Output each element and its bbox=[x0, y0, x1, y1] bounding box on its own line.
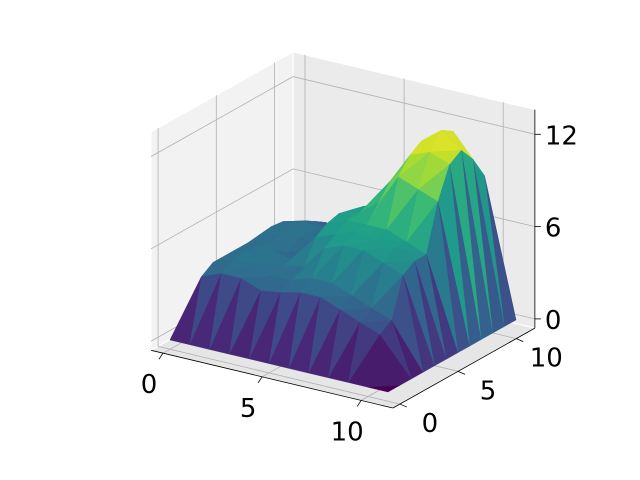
x-tick-label: 5 bbox=[240, 394, 257, 424]
z-grid-line bbox=[150, 76, 535, 157]
x-tick-mark bbox=[257, 376, 263, 384]
axis-lines bbox=[151, 109, 536, 409]
x-tick-label: 0 bbox=[141, 370, 158, 400]
x-tick-mark bbox=[356, 400, 362, 407]
y-tick-label: 0 bbox=[422, 409, 439, 439]
z-tick-label: 6 bbox=[545, 214, 562, 244]
x-axis-line bbox=[151, 349, 394, 409]
axis-ticks: 0 5 10 0 5 10 0 6 12 bbox=[141, 121, 578, 447]
y-tick-label: 10 bbox=[530, 344, 563, 374]
surface-facet bbox=[368, 385, 400, 393]
surface-mesh bbox=[169, 129, 517, 393]
y-tick-mark bbox=[399, 403, 408, 408]
y-tick-mark bbox=[457, 370, 466, 375]
y-grid-line bbox=[157, 127, 400, 405]
y-tick-mark bbox=[516, 338, 524, 342]
x-tick-label: 10 bbox=[331, 417, 364, 447]
z-tick-label: 0 bbox=[545, 306, 562, 336]
z-tick-label: 12 bbox=[545, 121, 578, 151]
x-tick-mark bbox=[158, 352, 164, 360]
y-tick-label: 5 bbox=[480, 376, 497, 406]
y-axis-line bbox=[392, 327, 536, 409]
